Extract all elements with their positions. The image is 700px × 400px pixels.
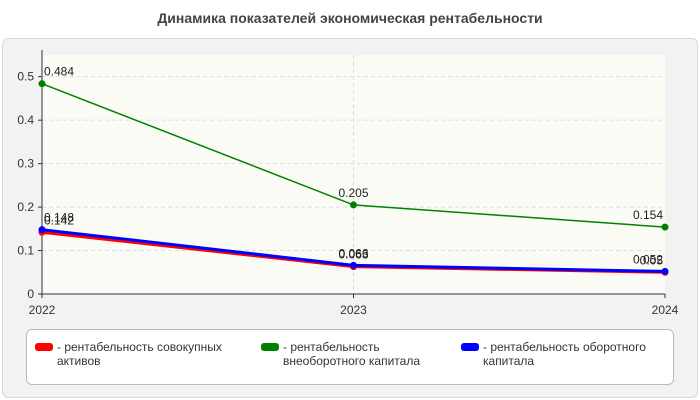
data-label: 0.142 xyxy=(44,213,74,227)
y-tick-label: 0.5 xyxy=(17,70,34,84)
data-label: 0.066 xyxy=(338,246,368,260)
x-tick-label: 2024 xyxy=(652,303,679,317)
data-label: 0.052 xyxy=(633,252,663,266)
data-point xyxy=(661,267,669,275)
data-label: 0.063 xyxy=(338,248,368,262)
legend-item-total-assets[interactable]: - рентабельность совокупных активов xyxy=(35,340,222,368)
data-point xyxy=(350,261,357,269)
data-label: 0.148 xyxy=(44,211,74,225)
data-label: 0.205 xyxy=(338,186,368,200)
legend-swatch-green xyxy=(261,343,279,351)
data-point xyxy=(661,223,669,231)
y-tick-label: 0.4 xyxy=(17,113,34,127)
y-tick-label: 0.3 xyxy=(17,157,34,171)
data-point xyxy=(350,201,357,209)
data-label: 0.05 xyxy=(640,253,664,267)
y-tick-label: 0.1 xyxy=(17,244,34,258)
legend-swatch-blue xyxy=(461,343,479,351)
x-tick-label: 2022 xyxy=(29,303,56,317)
legend-label: - рентабельность внеоборотного капитала xyxy=(283,340,420,368)
chart-title: Динамика показателей экономическая рента… xyxy=(157,10,543,26)
data-point xyxy=(38,80,46,88)
legend-item-current-capital[interactable]: - рентабельность оборотного капитала xyxy=(461,340,646,368)
data-point xyxy=(38,226,46,234)
x-tick-label: 2023 xyxy=(340,303,367,317)
legend-label: - рентабельность оборотного капитала xyxy=(483,340,646,368)
legend-swatch-red xyxy=(35,343,53,351)
y-tick-label: 0.2 xyxy=(17,200,34,214)
data-label: 0.484 xyxy=(44,65,74,79)
legend: - рентабельность совокупных активов - ре… xyxy=(26,329,674,385)
y-tick-label: 0 xyxy=(27,287,34,301)
legend-label: - рентабельность совокупных активов xyxy=(57,340,222,368)
legend-item-noncurrent-capital[interactable]: - рентабельность внеоборотного капитала xyxy=(261,340,420,368)
data-label: 0.154 xyxy=(633,208,663,222)
